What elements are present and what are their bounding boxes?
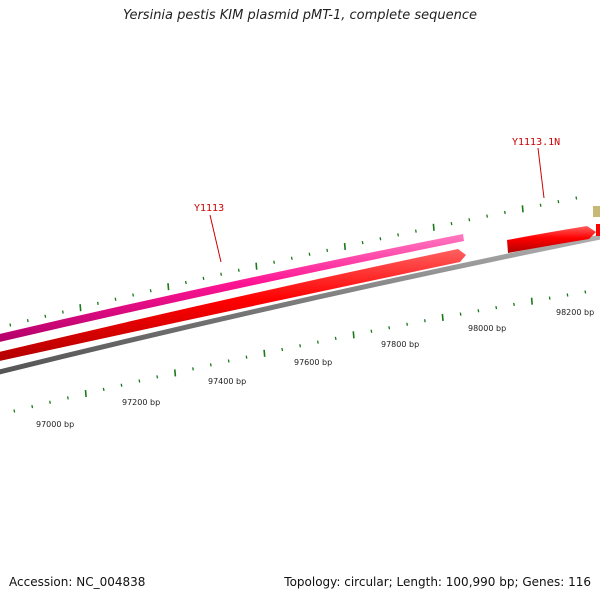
minor-tick [334, 336, 337, 341]
minor-tick [370, 329, 373, 333]
minor-tick [503, 210, 506, 215]
minor-tick [245, 355, 248, 359]
label-leader-y1113-1n [537, 147, 545, 199]
gene-label-y1113: Y1113 [194, 203, 224, 214]
minor-tick [114, 297, 117, 301]
minor-tick [220, 272, 223, 276]
minor-tick [379, 237, 382, 241]
minor-tick [406, 322, 409, 326]
scale-label-98200: 98200 bp [556, 308, 594, 317]
label-leader-y1113 [209, 214, 222, 263]
minor-tick [49, 400, 51, 404]
minor-tick [138, 379, 141, 383]
minor-tick [192, 367, 194, 371]
minor-tick [316, 340, 319, 344]
lower-tick-row [13, 290, 587, 413]
minor-tick [132, 293, 135, 297]
scale-label-97200: 97200 bp [122, 398, 160, 407]
minor-tick [361, 240, 364, 245]
major-tick [352, 331, 355, 339]
minor-tick [495, 305, 498, 310]
scale-label-97000: 97000 bp [36, 420, 74, 429]
minor-tick [26, 318, 29, 323]
minor-tick [397, 233, 400, 237]
minor-tick [102, 387, 105, 392]
major-tick [521, 205, 524, 213]
minor-tick [548, 296, 551, 300]
minor-tick [486, 214, 489, 218]
minor-tick [575, 196, 578, 200]
minor-tick [13, 409, 16, 413]
minor-tick [156, 375, 159, 379]
minor-tick [31, 404, 34, 409]
minor-tick [281, 347, 284, 352]
minor-tick [290, 256, 293, 260]
minor-tick [209, 363, 212, 367]
minor-tick [388, 326, 391, 330]
minor-tick [227, 359, 230, 363]
gene-arc-y1113 [0, 234, 464, 342]
scale-label-97800: 97800 bp [381, 340, 419, 349]
accession-text: Accession: NC_004838 [9, 575, 146, 589]
cds-arrow-y1113-1n [507, 226, 596, 253]
major-tick [263, 349, 266, 357]
major-tick [432, 223, 435, 231]
major-tick [441, 313, 444, 321]
minor-tick [120, 383, 123, 387]
major-tick [255, 262, 258, 270]
scale-label-98000: 98000 bp [468, 324, 506, 333]
minor-tick [61, 310, 64, 314]
upper-tick-row [9, 196, 578, 327]
minor-tick [450, 221, 453, 226]
scale-label-97600: 97600 bp [294, 358, 332, 367]
cds-arrow-y1113 [0, 249, 466, 361]
minor-tick [149, 289, 152, 293]
minor-tick [202, 276, 205, 281]
minor-tick [273, 260, 276, 264]
minor-tick [459, 312, 462, 316]
minor-tick [326, 248, 329, 253]
minor-tick [299, 344, 302, 348]
minor-tick [566, 293, 569, 297]
gene-label-y1113-1n: Y1113.1N [512, 137, 560, 148]
minor-tick [584, 290, 587, 294]
minor-tick [477, 309, 480, 313]
minor-tick [468, 218, 471, 222]
major-tick [79, 304, 82, 312]
major-tick [174, 369, 177, 377]
minor-tick [308, 252, 311, 256]
minor-tick [557, 199, 560, 204]
major-tick [343, 242, 346, 251]
misc-feature-edge [593, 206, 600, 217]
minor-tick [9, 323, 12, 327]
major-tick [167, 283, 170, 291]
minor-tick [539, 203, 542, 207]
map-title: Yersinia pestis KIM plasmid pMT-1, compl… [122, 8, 478, 23]
minor-tick [414, 229, 417, 233]
summary-text: Topology: circular; Length: 100,990 bp; … [284, 575, 591, 589]
minor-tick [237, 268, 240, 272]
minor-tick [513, 302, 515, 307]
backbone-track [0, 234, 600, 375]
major-tick [84, 390, 87, 398]
major-tick [530, 297, 533, 305]
minor-tick [44, 314, 47, 318]
minor-tick [66, 396, 69, 400]
cds-fragment-edge [596, 224, 600, 236]
minor-tick [96, 301, 99, 306]
minor-tick [423, 319, 426, 323]
scale-label-97400: 97400 bp [208, 377, 246, 386]
minor-tick [184, 280, 187, 285]
